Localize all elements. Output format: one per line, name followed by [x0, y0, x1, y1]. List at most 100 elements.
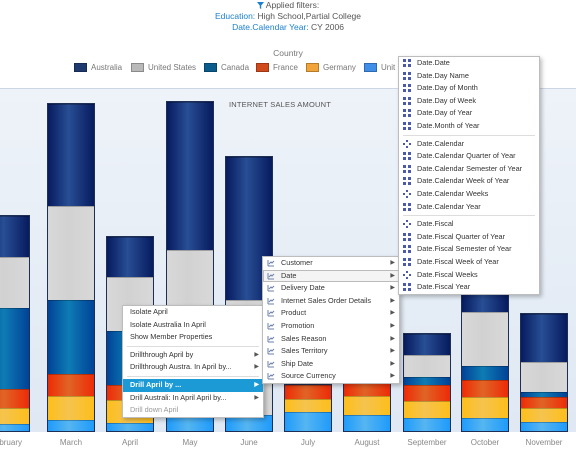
date-item-day-of-year[interactable]: Date.Day of Year [399, 107, 539, 120]
dimension-icon [267, 260, 275, 267]
submenu-delivery-date[interactable]: Delivery Date ▶ [263, 282, 399, 295]
menu-drill-down-april[interactable]: Drill down April [130, 405, 179, 415]
date-item-calendar-weeks[interactable]: Date.Calendar Weeks [399, 188, 539, 201]
bar-segment-australia[interactable] [167, 101, 213, 251]
menu-drillthrough-australia-april[interactable]: Drillthrough Austra. In April by... ▶ [123, 361, 263, 374]
submenu-label: Date.Fiscal Week of Year [417, 256, 499, 266]
bar-segment-germany[interactable] [462, 397, 508, 418]
submenu-ship-date[interactable]: Ship Date ▶ [263, 358, 399, 371]
date-item-fiscal-weeks[interactable]: Date.Fiscal Weeks [399, 269, 539, 282]
menu-isolate-australia-april[interactable]: Isolate Australia In April [130, 319, 206, 329]
date-item-calendar-quarter-of-year[interactable]: Date.Calendar Quarter of Year [399, 150, 539, 163]
bar-segment-germany[interactable] [285, 398, 331, 413]
bar-segment-germany[interactable] [48, 395, 94, 421]
dimension-icon [267, 322, 275, 330]
bar-segment-united-kingdom[interactable] [521, 421, 567, 431]
bar-segment-canada[interactable] [404, 377, 450, 386]
menu-label: Drill April by ... [130, 379, 182, 389]
bar-segment-australia[interactable] [0, 216, 29, 257]
bar-segment-canada[interactable] [521, 391, 567, 398]
submenu-label: Date.Calendar Year [417, 201, 481, 211]
legend-item-france[interactable]: France [256, 61, 298, 73]
bar-september[interactable] [403, 332, 451, 432]
bar-segment-australia[interactable] [107, 236, 153, 278]
bar-segment-france[interactable] [285, 385, 331, 399]
date-item-day-of-week[interactable]: Date.Day of Week [399, 95, 539, 108]
bar-segment-germany[interactable] [404, 401, 450, 418]
bar-segment-united-kingdom[interactable] [285, 412, 331, 431]
date-item-fiscal-semester-of-year[interactable]: Date.Fiscal Semester of Year [399, 243, 539, 256]
legend-item-germany[interactable]: Germany [306, 61, 356, 73]
date-item-calendar[interactable]: Date.Calendar [399, 138, 539, 151]
date-item-calendar-year[interactable]: Date.Calendar Year [399, 201, 539, 214]
submenu-arrow-icon: ▶ [254, 394, 259, 401]
menu-show-member-properties[interactable]: Show Member Properties [130, 332, 213, 342]
legend-item-united-kingdom[interactable]: Unit [364, 61, 395, 73]
bar-segment-canada[interactable] [48, 300, 94, 375]
submenu-promotion[interactable]: Promotion ▶ [263, 320, 399, 333]
date-item-fiscal-quarter-of-year[interactable]: Date.Fiscal Quarter of Year [399, 231, 539, 244]
date-item-fiscal[interactable]: Date.Fiscal [399, 218, 539, 231]
legend-item-canada[interactable]: Canada [204, 61, 249, 73]
menu-drill-australia-april[interactable]: Drill Australi: In April April by... ▶ [123, 392, 263, 405]
bar-segment-france[interactable] [48, 374, 94, 396]
bar-segment-australia[interactable] [521, 313, 567, 363]
submenu-internet-sales-order-details[interactable]: Internet Sales Order Details ▶ [263, 295, 399, 308]
bar-segment-canada[interactable] [462, 366, 508, 380]
bar-segment-germany[interactable] [344, 395, 390, 415]
x-axis-label: April [121, 438, 138, 447]
bar-july[interactable] [284, 384, 332, 432]
date-item-month-of-year[interactable]: Date.Month of Year [399, 120, 539, 133]
attribute-grid-icon [403, 84, 411, 93]
bar-segment-united-states[interactable] [404, 355, 450, 378]
bar-segment-france[interactable] [0, 389, 29, 409]
bar-segment-france[interactable] [404, 385, 450, 402]
submenu-label: Date.Calendar [417, 138, 465, 148]
bar-segment-germany[interactable] [0, 408, 29, 425]
bar-segment-france[interactable] [521, 397, 567, 409]
bar-segment-united-kingdom[interactable] [0, 424, 29, 431]
bar-segment-united-states[interactable] [0, 256, 29, 309]
date-hierarchy-submenu: Date.Date Date.Day Name Date.Day of Mont… [398, 56, 540, 295]
bar-november[interactable] [520, 312, 568, 432]
legend-item-australia[interactable]: Australia [74, 61, 122, 73]
submenu-customer[interactable]: Customer ▶ [263, 257, 399, 270]
date-item-day-of-month[interactable]: Date.Day of Month [399, 82, 539, 95]
menu-isolate-april[interactable]: Isolate April [130, 307, 168, 316]
menu-separator [403, 215, 535, 217]
bar-segment-united-kingdom[interactable] [344, 414, 390, 431]
date-item-day-name[interactable]: Date.Day Name [399, 70, 539, 83]
bar-segment-united-kingdom[interactable] [107, 422, 153, 431]
bar-segment-united-kingdom[interactable] [48, 420, 94, 431]
date-item-calendar-week-of-year[interactable]: Date.Calendar Week of Year [399, 175, 539, 188]
submenu-label: Date.Date [417, 58, 450, 67]
bar-segment-united-states[interactable] [462, 312, 508, 367]
bar-segment-france[interactable] [462, 379, 508, 398]
submenu-label: Promotion [281, 320, 315, 330]
attribute-grid-icon [403, 202, 411, 211]
submenu-sales-reason[interactable]: Sales Reason ▶ [263, 333, 399, 346]
submenu-source-currency[interactable]: Source Currency ▶ [263, 370, 399, 383]
date-item-calendar-semester-of-year[interactable]: Date.Calendar Semester of Year [399, 163, 539, 176]
bar-segment-australia[interactable] [404, 333, 450, 356]
date-item-date[interactable]: Date.Date [399, 57, 539, 70]
legend-item-united-states[interactable]: United States [131, 61, 196, 73]
bar-segment-australia[interactable] [48, 104, 94, 206]
bar-segment-united-kingdom[interactable] [462, 417, 508, 431]
attribute-grid-icon [403, 232, 411, 241]
bar-march[interactable] [47, 103, 95, 432]
bar-segment-canada[interactable] [0, 308, 29, 390]
date-item-fiscal-year[interactable]: Date.Fiscal Year [399, 281, 539, 294]
attribute-grid-icon [403, 121, 411, 130]
submenu-date[interactable]: Date ▶ [263, 269, 399, 283]
submenu-sales-territory[interactable]: Sales Territory ▶ [263, 345, 399, 358]
date-item-fiscal-week-of-year[interactable]: Date.Fiscal Week of Year [399, 256, 539, 269]
bar-segment-germany[interactable] [521, 408, 567, 422]
bar-segment-united-states[interactable] [48, 205, 94, 301]
bar-february[interactable] [0, 215, 30, 432]
menu-drill-april[interactable]: Drill April by ... ▶ [123, 378, 263, 392]
bar-segment-united-states[interactable] [521, 362, 567, 392]
submenu-product[interactable]: Product ▶ [263, 307, 399, 320]
bar-segment-united-kingdom[interactable] [404, 417, 450, 431]
menu-drillthrough-april[interactable]: Drillthrough April by ▶ [123, 349, 263, 362]
